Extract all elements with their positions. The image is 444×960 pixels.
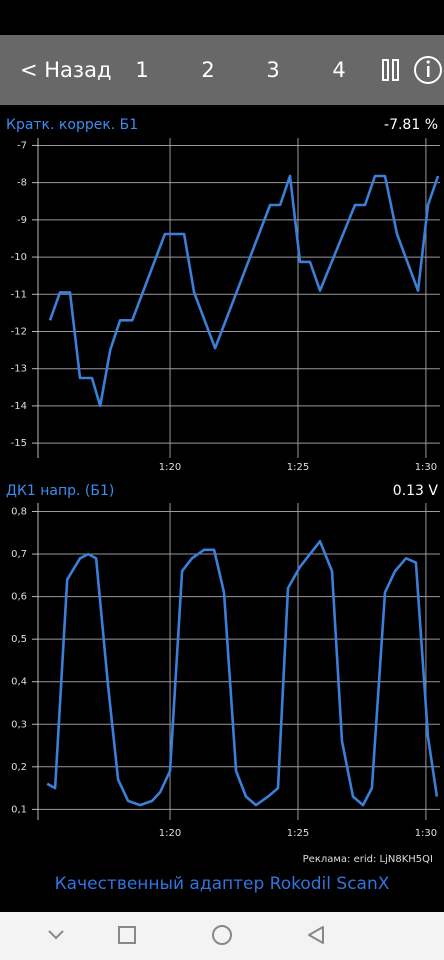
- y-tick-label: 0,3: [11, 719, 27, 730]
- ad-text[interactable]: Качественный адаптер Rokodil ScanX: [55, 874, 390, 894]
- x-tick-label: 1:30: [415, 828, 437, 839]
- y-tick-label: -15: [11, 438, 27, 449]
- nav-home[interactable]: [212, 925, 232, 945]
- y-tick-label: 0,8: [11, 507, 27, 518]
- y-tick-label: -13: [11, 364, 27, 375]
- y-tick-label: 0,2: [11, 762, 27, 773]
- back-button[interactable]: < Назад: [20, 58, 112, 82]
- y-tick-label: -12: [11, 326, 27, 337]
- data-line: [48, 174, 440, 408]
- tab[interactable]: 1: [135, 58, 148, 82]
- y-tick-label: -8: [17, 178, 27, 189]
- nav-recent[interactable]: [118, 926, 136, 944]
- y-tick-label: 0,5: [11, 634, 27, 645]
- current-value: -7.81 %: [384, 117, 438, 133]
- data-line: [46, 540, 439, 807]
- x-tick-label: 1:25: [287, 462, 309, 473]
- nav-bar: [0, 912, 444, 960]
- y-tick-label: -10: [11, 252, 27, 263]
- tab[interactable]: 2: [201, 58, 214, 82]
- tab[interactable]: 3: [266, 58, 279, 82]
- tab[interactable]: 4: [332, 58, 345, 82]
- y-tick-label: -14: [11, 401, 27, 412]
- chart-title: ДК1 напр. (Б1): [6, 483, 114, 499]
- ad-label: Реклама: erid: LjN8KH5QI: [303, 854, 433, 865]
- info-icon[interactable]: [414, 56, 442, 84]
- chart-title: Кратк. коррек. Б1: [6, 117, 138, 133]
- y-tick-label: 0,1: [11, 804, 27, 815]
- x-tick-label: 1:20: [159, 462, 181, 473]
- x-tick-label: 1:25: [287, 828, 309, 839]
- y-tick-label: 0,6: [11, 592, 27, 603]
- y-tick-label: 0,7: [11, 549, 27, 560]
- current-value: 0.13 V: [393, 483, 439, 499]
- pause-icon[interactable]: [382, 59, 399, 81]
- x-tick-label: 1:20: [159, 828, 181, 839]
- x-tick-label: 1:30: [415, 462, 437, 473]
- nav-hide[interactable]: [48, 930, 64, 940]
- toolbar: [0, 35, 444, 105]
- y-tick-label: -9: [17, 215, 27, 226]
- y-tick-label: -7: [17, 140, 27, 151]
- nav-back[interactable]: [308, 926, 324, 944]
- y-tick-label: 0,4: [11, 677, 27, 688]
- status-bar: [0, 0, 444, 35]
- y-tick-label: -11: [11, 289, 27, 300]
